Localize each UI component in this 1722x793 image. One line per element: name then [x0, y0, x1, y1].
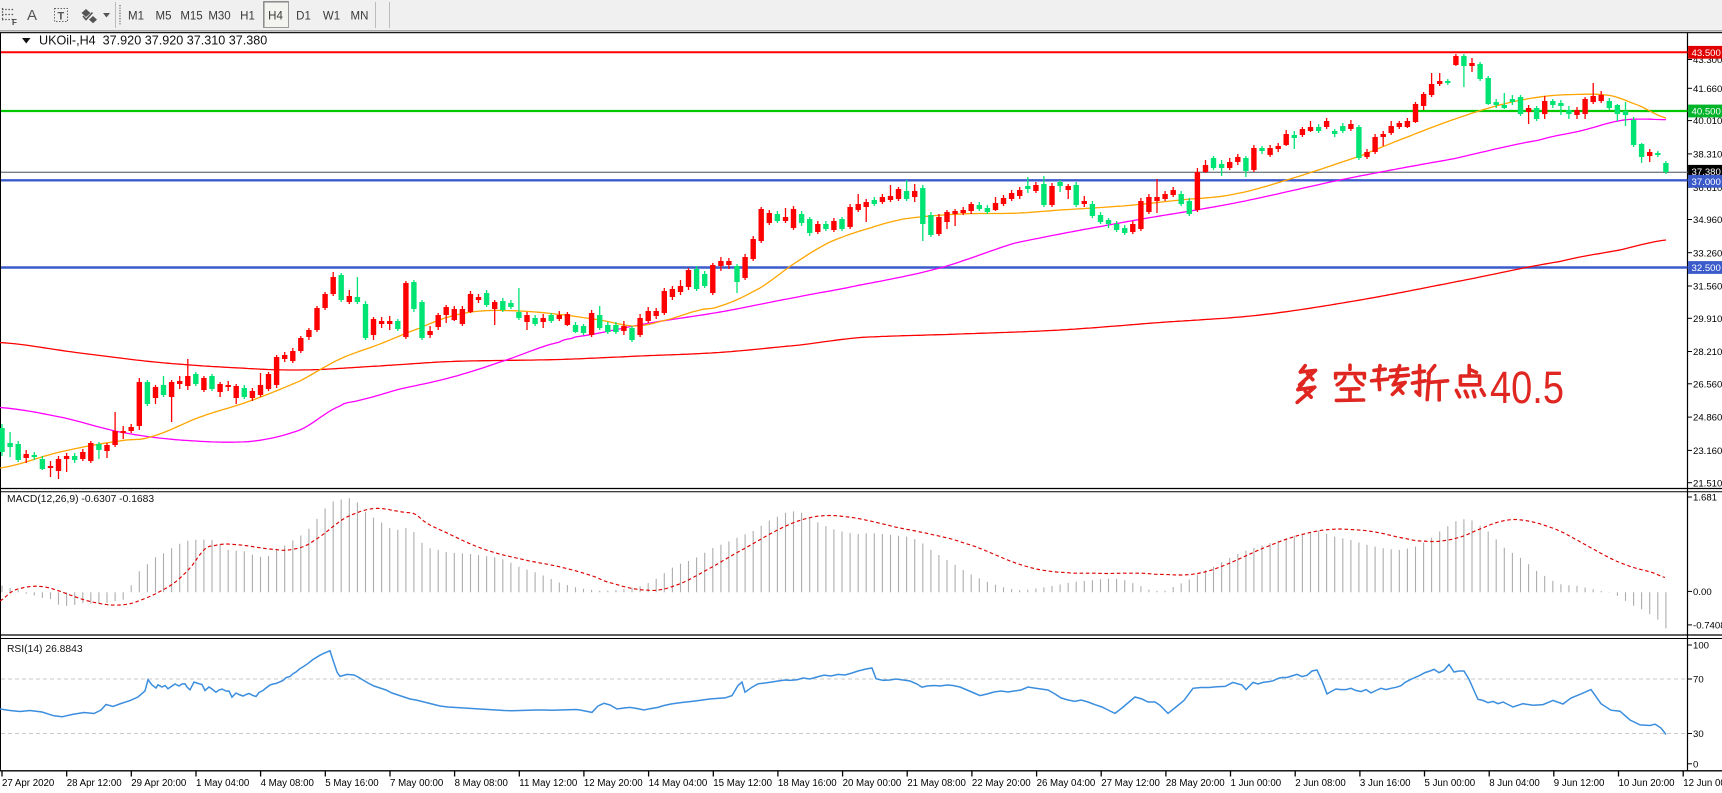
svg-text:8 Jun 04:00: 8 Jun 04:00: [1489, 778, 1540, 789]
svg-text:1 May 04:00: 1 May 04:00: [196, 778, 250, 789]
svg-text:W1: W1: [323, 11, 340, 23]
svg-text:24.860: 24.860: [1693, 413, 1722, 424]
svg-text:2 Jun 08:00: 2 Jun 08:00: [1295, 778, 1346, 789]
svg-text:M30: M30: [208, 11, 230, 23]
svg-text:MACD(12,26,9) -0.6307 -0.1683: MACD(12,26,9) -0.6307 -0.1683: [7, 494, 154, 505]
svg-text:0.00: 0.00: [1693, 587, 1712, 598]
svg-text:MN: MN: [351, 11, 369, 23]
svg-text:UKOil-,H4 37.920 37.920 37.31: UKOil-,H4 37.920 37.920 37.310 37.380: [39, 34, 267, 48]
svg-text:32.500: 32.500: [1692, 263, 1721, 274]
svg-text:38.310: 38.310: [1693, 150, 1722, 161]
svg-text:29 Apr 20:00: 29 Apr 20:00: [131, 778, 187, 789]
svg-text:20 May 00:00: 20 May 00:00: [843, 778, 902, 789]
svg-text:31.560: 31.560: [1693, 282, 1722, 293]
svg-text:28.210: 28.210: [1693, 347, 1722, 358]
svg-text:23.160: 23.160: [1693, 446, 1722, 457]
svg-text:21 May 08:00: 21 May 08:00: [907, 778, 966, 789]
svg-text:7 May 00:00: 7 May 00:00: [390, 778, 444, 789]
svg-text:41.660: 41.660: [1693, 84, 1722, 95]
svg-text:33.260: 33.260: [1693, 248, 1722, 259]
svg-text:D1: D1: [296, 11, 311, 23]
svg-text:21.510: 21.510: [1693, 478, 1722, 489]
svg-text:29.910: 29.910: [1693, 314, 1722, 325]
svg-text:-0.7408: -0.7408: [1693, 621, 1722, 632]
svg-text:28 Apr 12:00: 28 Apr 12:00: [67, 778, 123, 789]
svg-text:30: 30: [1693, 729, 1704, 740]
svg-text:H4: H4: [268, 11, 283, 23]
svg-text:A: A: [27, 7, 37, 24]
svg-text:26.560: 26.560: [1693, 379, 1722, 390]
svg-text:43.500: 43.500: [1692, 48, 1721, 59]
svg-text:26 May 04:00: 26 May 04:00: [1037, 778, 1096, 789]
svg-text:8 May 08:00: 8 May 08:00: [455, 778, 509, 789]
svg-text:15 May 12:00: 15 May 12:00: [713, 778, 772, 789]
svg-text:T: T: [58, 11, 65, 23]
svg-text:43.300: 43.300: [1693, 55, 1722, 66]
svg-text:5 May 16:00: 5 May 16:00: [325, 778, 379, 789]
svg-text:22 May 20:00: 22 May 20:00: [972, 778, 1031, 789]
svg-text:M15: M15: [180, 11, 202, 23]
svg-text:10 Jun 20:00: 10 Jun 20:00: [1619, 778, 1676, 789]
svg-text:1 Jun 00:00: 1 Jun 00:00: [1231, 778, 1282, 789]
svg-text:28 May 20:00: 28 May 20:00: [1166, 778, 1225, 789]
svg-text:4 May 08:00: 4 May 08:00: [261, 778, 315, 789]
svg-text:12 May 20:00: 12 May 20:00: [584, 778, 643, 789]
svg-text:M5: M5: [156, 11, 172, 23]
svg-text:18 May 16:00: 18 May 16:00: [778, 778, 837, 789]
svg-text:36.610: 36.610: [1693, 183, 1722, 194]
svg-text:40.010: 40.010: [1693, 116, 1722, 127]
svg-text:37.380: 37.380: [1692, 167, 1721, 178]
svg-text:5 Jun 00:00: 5 Jun 00:00: [1425, 778, 1476, 789]
svg-text:70: 70: [1693, 675, 1704, 686]
svg-text:37.000: 37.000: [1692, 177, 1721, 188]
svg-text:40.5: 40.5: [1490, 362, 1564, 413]
svg-text:100: 100: [1693, 641, 1709, 652]
svg-text:1.681: 1.681: [1693, 493, 1717, 504]
svg-text:M1: M1: [128, 11, 144, 23]
svg-text:0: 0: [1693, 759, 1698, 770]
svg-text:H1: H1: [240, 11, 255, 23]
svg-text:14 May 04:00: 14 May 04:00: [649, 778, 708, 789]
svg-text:12 Jun 00:00: 12 Jun 00:00: [1683, 778, 1722, 789]
svg-text:9 Jun 12:00: 9 Jun 12:00: [1554, 778, 1605, 789]
svg-text:34.960: 34.960: [1693, 215, 1722, 226]
svg-text:27 Apr 2020: 27 Apr 2020: [2, 778, 55, 789]
svg-text:40.500: 40.500: [1692, 107, 1721, 118]
svg-text:RSI(14) 26.8843: RSI(14) 26.8843: [7, 644, 83, 655]
svg-text:F: F: [12, 18, 17, 27]
svg-text:27 May 12:00: 27 May 12:00: [1101, 778, 1160, 789]
svg-text:11 May 12:00: 11 May 12:00: [519, 778, 578, 789]
svg-text:3 Jun 16:00: 3 Jun 16:00: [1360, 778, 1411, 789]
